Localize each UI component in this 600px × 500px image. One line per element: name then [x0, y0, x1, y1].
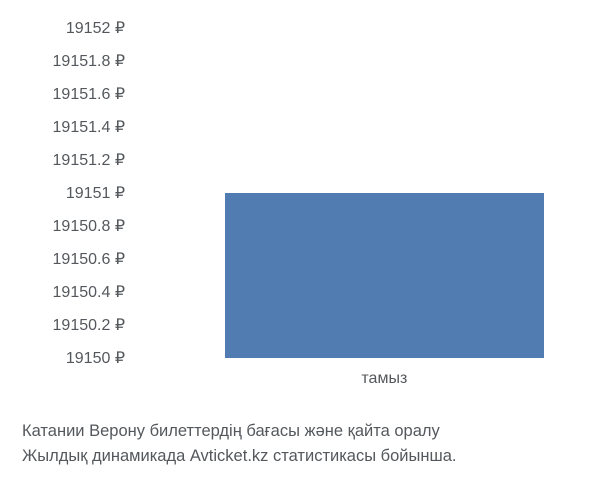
price-chart: 19152 ₽19151.8 ₽19151.6 ₽19151.4 ₽19151.… [20, 28, 580, 358]
y-axis: 19152 ₽19151.8 ₽19151.6 ₽19151.4 ₽19151.… [20, 28, 125, 358]
y-tick-label: 19150.4 ₽ [20, 282, 125, 302]
y-tick-label: 19151 ₽ [20, 183, 125, 203]
bar [225, 193, 544, 358]
caption-line-1: Катании Верону билеттердің бағасы және қ… [22, 419, 600, 445]
chart-caption: Катании Верону билеттердің бағасы және қ… [22, 419, 600, 470]
x-tick-label: тамыз [361, 370, 407, 388]
y-tick-label: 19151.6 ₽ [20, 84, 125, 104]
caption-line-2: Жылдық динамикада Avticket.kz статистика… [22, 444, 600, 470]
y-tick-label: 19152 ₽ [20, 18, 125, 38]
y-tick-label: 19150 ₽ [20, 348, 125, 368]
y-tick-label: 19150.2 ₽ [20, 315, 125, 335]
y-tick-label: 19151.4 ₽ [20, 117, 125, 137]
y-tick-label: 19150.6 ₽ [20, 249, 125, 269]
y-tick-label: 19151.8 ₽ [20, 51, 125, 71]
y-tick-label: 19151.2 ₽ [20, 150, 125, 170]
plot-area: тамыз [125, 28, 580, 358]
y-tick-label: 19150.8 ₽ [20, 216, 125, 236]
